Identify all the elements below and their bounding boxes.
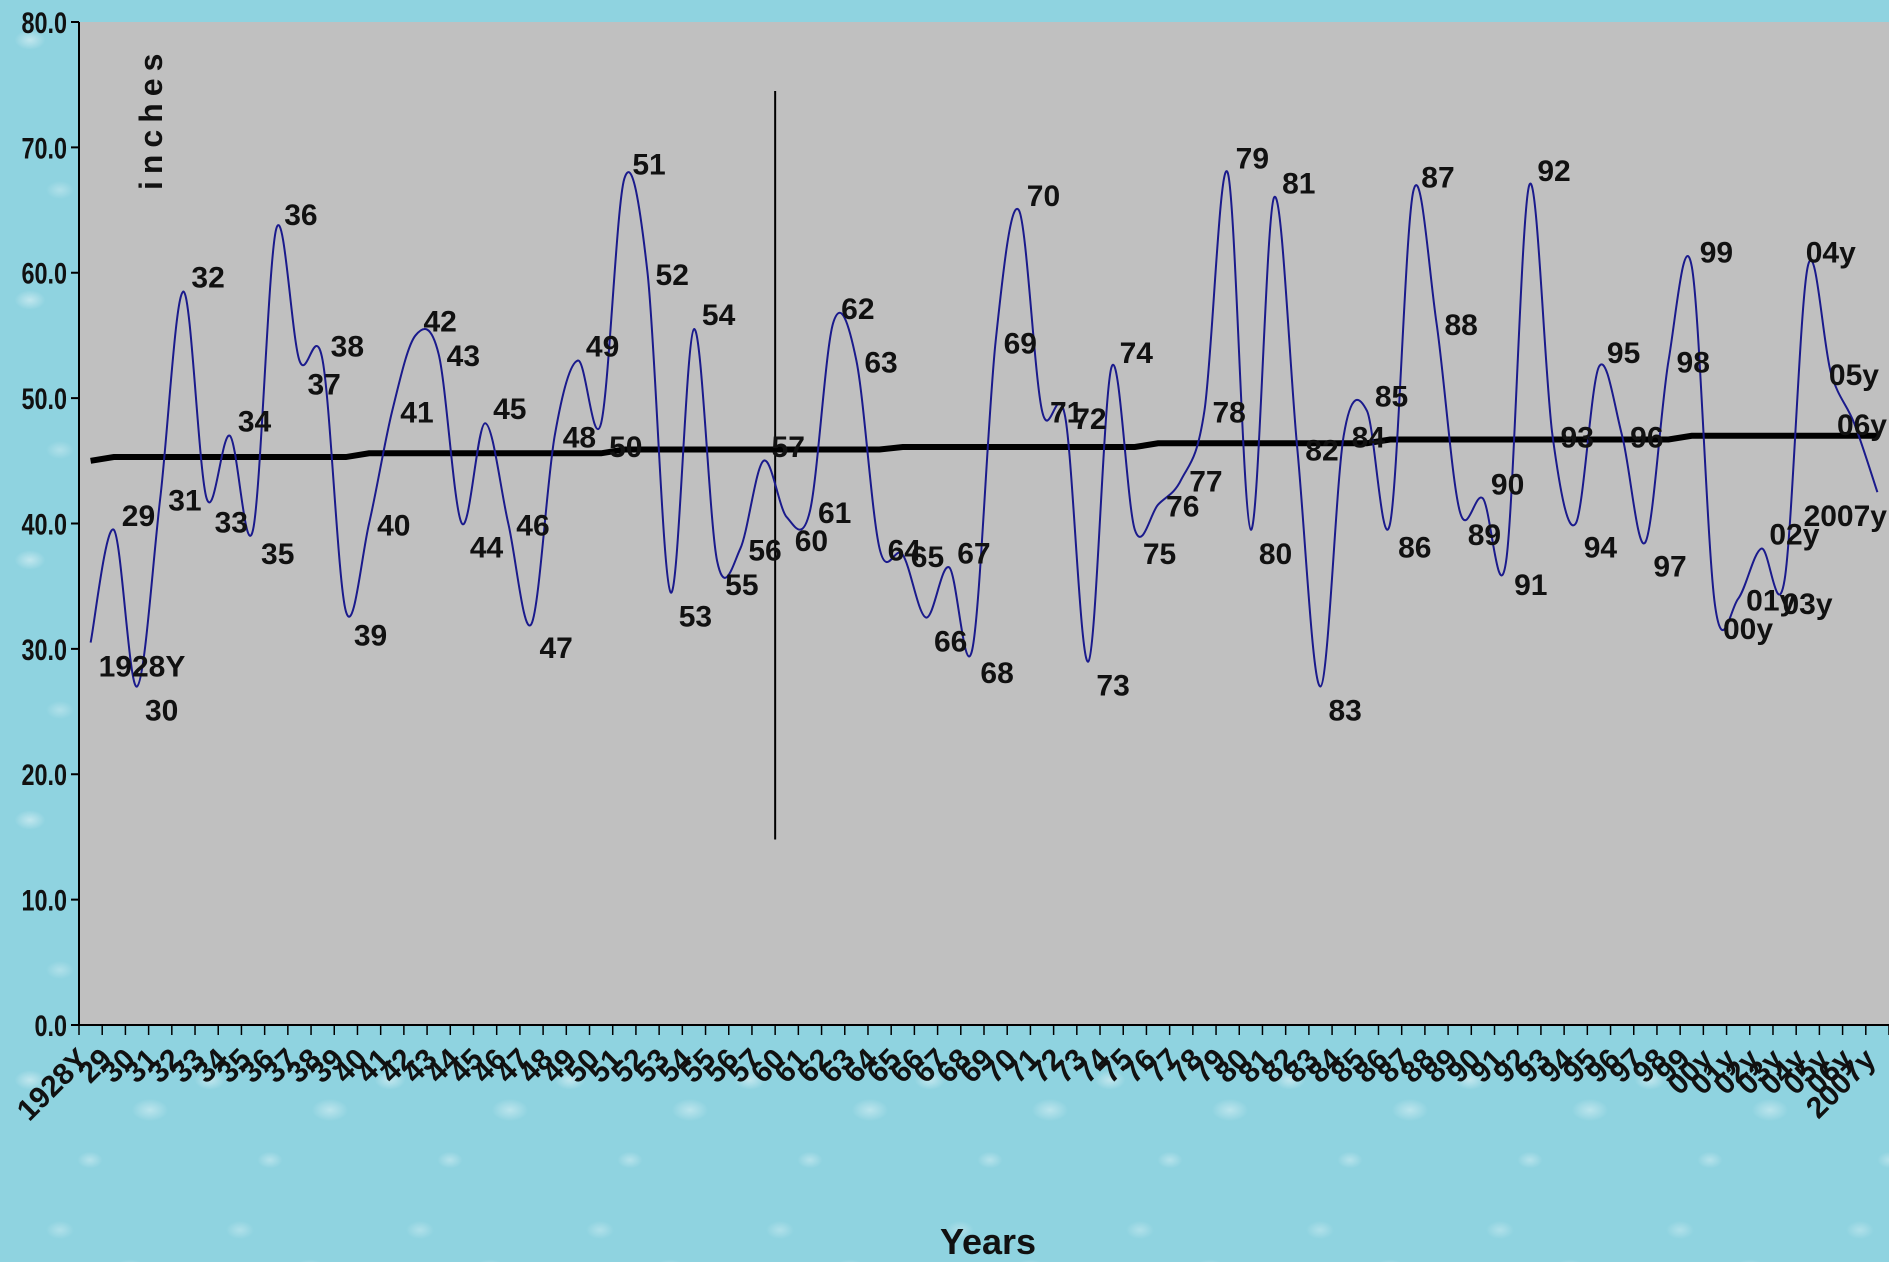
point-label: 87 bbox=[1421, 161, 1454, 194]
y-axis: 0.0 10.0 20.0 30.0 40.0 50.0 60.0 70.0 80.0 bbox=[21, 6, 80, 1043]
point-label: 94 bbox=[1584, 532, 1618, 565]
x-axis-label: Years bbox=[940, 1221, 1036, 1262]
point-label: 67 bbox=[957, 537, 990, 570]
point-label: 35 bbox=[261, 538, 294, 571]
point-label: 42 bbox=[423, 305, 456, 338]
y-tick-label: 50.0 bbox=[21, 382, 67, 415]
point-label: 39 bbox=[354, 619, 387, 652]
point-label: 49 bbox=[586, 331, 619, 364]
point-label: 04y bbox=[1806, 236, 1856, 269]
point-label: 02y bbox=[1769, 519, 1819, 552]
point-label: 97 bbox=[1653, 550, 1686, 583]
point-label: 06y bbox=[1837, 409, 1887, 442]
point-label: 36 bbox=[284, 199, 317, 232]
point-label: 44 bbox=[470, 532, 504, 565]
point-label: 81 bbox=[1282, 168, 1315, 201]
y-axis-label: inches bbox=[133, 47, 169, 190]
point-label: 52 bbox=[656, 259, 689, 292]
y-tick-label: 80.0 bbox=[21, 6, 67, 39]
y-tick-label: 40.0 bbox=[21, 508, 67, 541]
point-label: 05y bbox=[1829, 359, 1879, 392]
point-label: 51 bbox=[632, 149, 665, 182]
point-label: 38 bbox=[331, 331, 364, 364]
point-label: 82 bbox=[1305, 434, 1338, 467]
point-label: 69 bbox=[1004, 328, 1037, 361]
point-label: 43 bbox=[447, 340, 480, 373]
y-tick-label: 10.0 bbox=[21, 884, 67, 917]
point-label: 56 bbox=[748, 535, 781, 568]
point-label: 29 bbox=[122, 500, 155, 533]
point-label: 30 bbox=[145, 694, 178, 727]
point-label: 2007y bbox=[1804, 500, 1888, 533]
point-label: 77 bbox=[1189, 466, 1222, 499]
point-label: 54 bbox=[702, 299, 736, 332]
point-label: 75 bbox=[1143, 538, 1176, 571]
point-label: 64 bbox=[888, 535, 922, 568]
point-label: 57 bbox=[772, 431, 805, 464]
point-label: 61 bbox=[818, 497, 851, 530]
point-label: 72 bbox=[1073, 403, 1106, 436]
point-label: 31 bbox=[168, 484, 201, 517]
point-label: 95 bbox=[1607, 337, 1640, 370]
point-label: 86 bbox=[1398, 532, 1431, 565]
point-label: 41 bbox=[400, 397, 433, 430]
point-label: 47 bbox=[540, 632, 573, 665]
point-label: 74 bbox=[1120, 337, 1154, 370]
point-label: 66 bbox=[934, 626, 967, 659]
point-label: 1928Y bbox=[99, 651, 186, 684]
point-label: 98 bbox=[1677, 347, 1710, 380]
point-label: 78 bbox=[1212, 397, 1245, 430]
point-label: 32 bbox=[191, 262, 224, 295]
point-label: 55 bbox=[725, 569, 758, 602]
y-tick-label: 60.0 bbox=[21, 257, 67, 290]
point-label: 00y bbox=[1723, 613, 1773, 646]
point-label: 71 bbox=[1050, 397, 1083, 430]
trend-line bbox=[90, 432, 1878, 464]
y-tick-label: 0.0 bbox=[34, 1009, 67, 1042]
y-tick-label: 20.0 bbox=[21, 758, 67, 791]
y-tick-label: 30.0 bbox=[21, 633, 67, 666]
point-label: 68 bbox=[980, 657, 1013, 690]
point-label: 65 bbox=[911, 541, 944, 574]
point-label: 79 bbox=[1236, 142, 1269, 175]
point-label: 73 bbox=[1096, 669, 1129, 702]
point-label: 90 bbox=[1491, 468, 1524, 501]
point-label: 91 bbox=[1514, 569, 1547, 602]
point-label: 46 bbox=[516, 510, 549, 543]
point-label: 48 bbox=[563, 422, 596, 455]
point-label: 93 bbox=[1561, 422, 1594, 455]
point-label: 53 bbox=[679, 600, 712, 633]
point-label: 37 bbox=[307, 369, 340, 402]
point-label: 03y bbox=[1783, 588, 1833, 621]
point-label: 50 bbox=[609, 431, 642, 464]
point-label: 76 bbox=[1166, 491, 1199, 524]
x-axis: 1928Y29303132333435363738394041424344454… bbox=[11, 1024, 1889, 1127]
point-label: 99 bbox=[1700, 236, 1733, 269]
point-label: 62 bbox=[841, 293, 874, 326]
point-label: 33 bbox=[215, 506, 248, 539]
point-label: 84 bbox=[1352, 422, 1386, 455]
point-label: 83 bbox=[1328, 694, 1361, 727]
point-label: 70 bbox=[1027, 180, 1060, 213]
point-label: 92 bbox=[1537, 155, 1570, 188]
point-label: 01y bbox=[1746, 585, 1796, 618]
point-label: 34 bbox=[238, 406, 272, 439]
y-tick-label: 70.0 bbox=[21, 132, 67, 165]
series-line bbox=[89, 170, 1879, 688]
point-label: 85 bbox=[1375, 381, 1408, 414]
point-label: 89 bbox=[1468, 519, 1501, 552]
point-label: 45 bbox=[493, 393, 526, 426]
point-label: 80 bbox=[1259, 538, 1292, 571]
point-label: 40 bbox=[377, 510, 410, 543]
point-label: 60 bbox=[795, 525, 828, 558]
point-label: 88 bbox=[1445, 309, 1478, 342]
point-label: 63 bbox=[864, 347, 897, 380]
point-label: 96 bbox=[1630, 422, 1663, 455]
